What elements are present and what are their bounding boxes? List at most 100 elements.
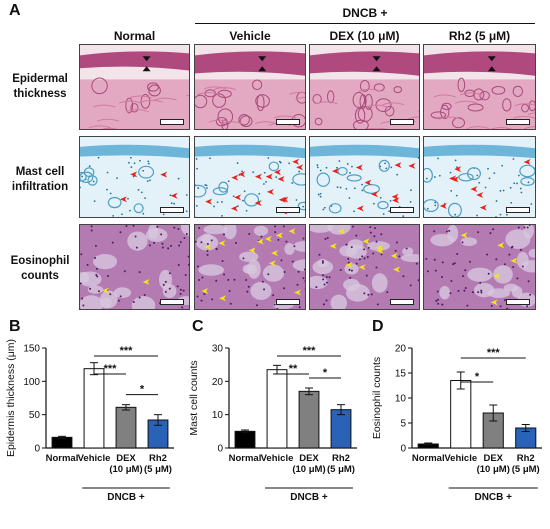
- nucleus: [324, 283, 326, 285]
- nucleus: [180, 289, 182, 291]
- nucleus: [256, 304, 258, 306]
- nucleus: [260, 236, 262, 238]
- nucleus: [361, 184, 363, 186]
- y-tick-label: 30: [212, 344, 224, 355]
- nucleus: [388, 309, 390, 310]
- adipocyte: [245, 264, 257, 274]
- nucleus: [380, 233, 382, 235]
- nucleus: [227, 279, 229, 281]
- nucleus: [235, 242, 237, 244]
- nucleus: [153, 242, 155, 244]
- nucleus: [124, 270, 126, 272]
- nucleus: [396, 174, 398, 176]
- nucleus: [209, 157, 211, 159]
- significance-label: *: [140, 384, 145, 396]
- nucleus: [489, 232, 491, 234]
- nucleus: [125, 225, 127, 227]
- nucleus: [326, 300, 328, 302]
- nucleus: [89, 288, 91, 290]
- nucleus: [112, 215, 114, 217]
- nucleus: [503, 190, 505, 192]
- nucleus: [138, 189, 140, 191]
- nucleus: [87, 264, 89, 266]
- nucleus: [89, 165, 91, 167]
- nucleus: [433, 230, 435, 232]
- column-label-rh2: Rh2 (5 μM): [423, 29, 536, 43]
- nucleus: [419, 304, 420, 306]
- nucleus: [296, 199, 298, 201]
- nucleus: [302, 237, 304, 239]
- nucleus: [315, 286, 317, 288]
- micrograph-he-rh2: [423, 44, 536, 130]
- nucleus: [437, 303, 439, 305]
- nucleus: [479, 282, 481, 284]
- nucleus: [418, 157, 420, 159]
- nucleus: [302, 277, 304, 279]
- nucleus: [118, 300, 120, 302]
- nucleus: [180, 293, 182, 295]
- nucleus: [109, 293, 111, 295]
- row-label-eosinophil-counts: Eosinophil counts: [2, 254, 78, 284]
- nucleus: [398, 255, 400, 257]
- nucleus: [283, 287, 285, 289]
- nucleus: [329, 276, 331, 278]
- nucleus: [345, 244, 347, 246]
- nucleus: [385, 167, 387, 169]
- row-label-line: thickness: [2, 87, 78, 102]
- nucleus: [338, 160, 340, 162]
- nucleus: [489, 178, 491, 180]
- nucleus: [450, 172, 452, 174]
- category-label: DEX: [299, 453, 319, 464]
- nucleus: [206, 187, 208, 189]
- nucleus: [223, 233, 225, 235]
- scale-bar: [506, 207, 530, 213]
- adipocyte: [372, 273, 388, 292]
- nucleus: [91, 225, 93, 227]
- nucleus: [508, 254, 510, 256]
- nucleus: [347, 163, 349, 165]
- nucleus: [367, 256, 369, 258]
- nucleus: [298, 271, 300, 273]
- nucleus: [221, 201, 223, 203]
- nucleus: [136, 247, 138, 249]
- nucleus: [522, 266, 524, 268]
- nucleus: [161, 243, 163, 245]
- nucleus: [472, 291, 474, 293]
- dncb-header-line: [195, 23, 535, 24]
- nucleus: [322, 209, 324, 211]
- y-tick-label: 15: [395, 369, 407, 380]
- nucleus: [336, 167, 338, 169]
- nucleus: [352, 226, 354, 228]
- nucleus: [141, 191, 143, 193]
- nucleus: [526, 305, 528, 307]
- nucleus: [356, 263, 358, 265]
- nucleus: [318, 194, 320, 196]
- nucleus: [248, 286, 250, 288]
- nucleus: [280, 162, 282, 164]
- nucleus: [345, 188, 347, 190]
- nucleus: [323, 303, 325, 305]
- nucleus: [317, 167, 319, 169]
- category-label: Normal: [46, 453, 79, 464]
- nucleus: [386, 291, 388, 293]
- nucleus: [229, 290, 231, 292]
- nucleus: [149, 244, 151, 246]
- category-label: (5 μM): [512, 464, 540, 475]
- nucleus: [197, 187, 199, 189]
- nucleus: [390, 166, 392, 168]
- bar: [52, 437, 72, 448]
- nucleus: [139, 297, 141, 299]
- y-axis-label: Mast cell counts: [188, 360, 200, 435]
- scale-bar: [390, 207, 414, 213]
- nucleus: [107, 172, 109, 174]
- nucleus: [529, 294, 531, 296]
- nucleus: [156, 226, 158, 228]
- nucleus: [476, 215, 478, 217]
- adipocyte: [493, 265, 513, 283]
- nucleus: [167, 247, 169, 249]
- nucleus: [527, 226, 529, 228]
- nucleus: [322, 278, 324, 280]
- adipocyte: [250, 282, 271, 300]
